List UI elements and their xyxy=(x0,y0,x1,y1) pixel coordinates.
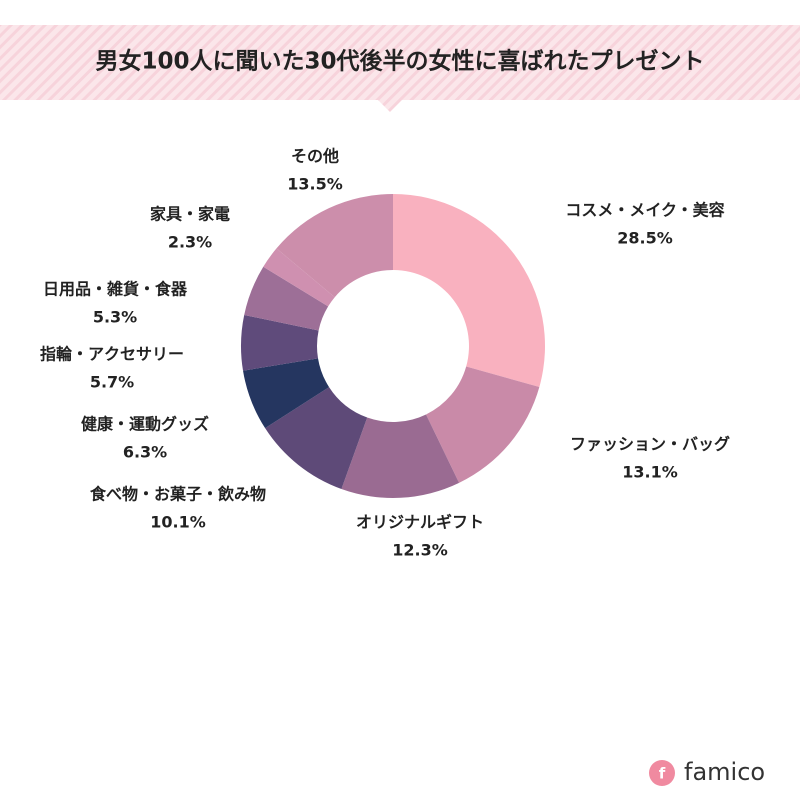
category-label: コスメ・メイク・美容 xyxy=(565,201,724,220)
donut-chart: コスメ・メイク・美容 28.5% ファッション・バッグ 13.1% オリジナルギフト 12… xyxy=(40,147,730,560)
category-label: 食べ物・お菓子・飲み物 xyxy=(89,485,266,504)
donut-segment xyxy=(265,387,368,489)
chart-title: 男女100人に聞いた30代後半の女性に喜ばれたプレゼント xyxy=(95,48,704,75)
category-label: 家具・家電 xyxy=(150,205,230,224)
logo-icon xyxy=(649,760,675,786)
value-label: 13.5% xyxy=(287,175,343,194)
category-label: オリジナルギフト xyxy=(356,513,484,532)
category-label: その他 xyxy=(291,147,339,166)
donut-segment xyxy=(276,194,393,298)
category-label: 指輪・アクセサリー xyxy=(40,345,184,364)
donut-segment xyxy=(241,314,319,371)
category-label: 健康・運動グッズ xyxy=(81,415,209,434)
value-label: 28.5% xyxy=(617,229,673,248)
value-label: 5.3% xyxy=(93,308,137,327)
logo-icon-letter: f xyxy=(659,765,666,783)
value-label: 6.3% xyxy=(123,443,167,462)
donut-segment xyxy=(341,414,460,498)
donut-segment xyxy=(263,248,335,307)
category-label: 日用品・雑貨・食器 xyxy=(43,280,188,299)
donut-segment xyxy=(243,358,330,429)
donut-segment xyxy=(244,266,329,331)
value-label: 12.3% xyxy=(392,541,448,560)
category-label: ファッション・バッグ xyxy=(570,435,730,454)
donut-segment xyxy=(393,194,545,388)
value-label: 10.1% xyxy=(150,513,206,532)
title-banner xyxy=(0,25,800,112)
donut-segment xyxy=(426,366,540,483)
logo: f famico xyxy=(649,758,765,786)
value-label: 13.1% xyxy=(622,463,678,482)
logo-text: famico xyxy=(684,758,765,786)
value-label: 5.7% xyxy=(90,373,134,392)
value-label: 2.3% xyxy=(168,233,212,252)
